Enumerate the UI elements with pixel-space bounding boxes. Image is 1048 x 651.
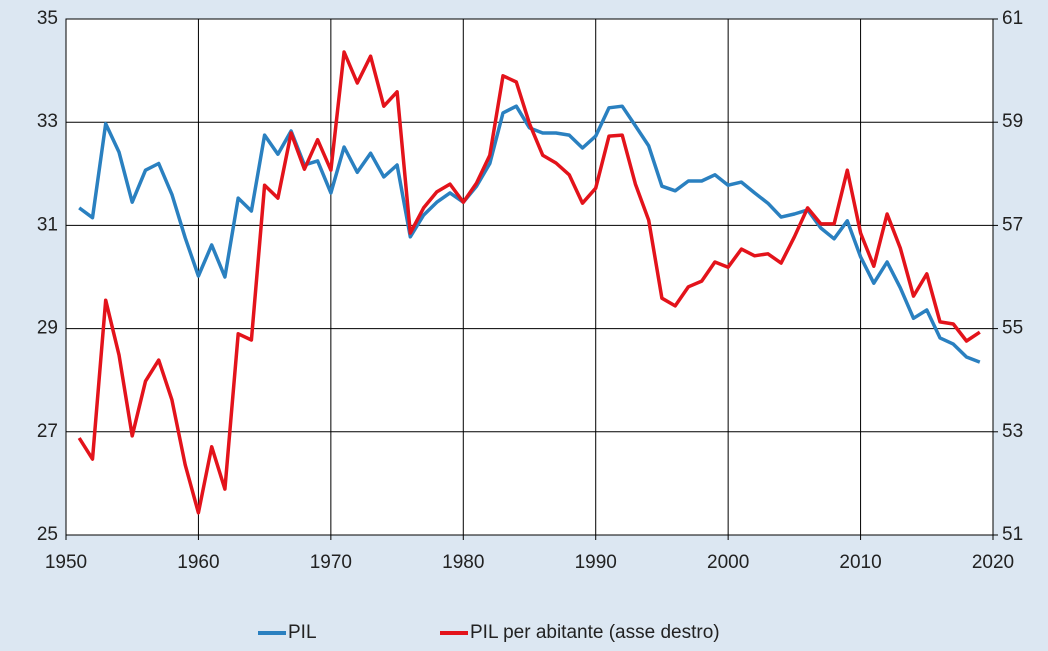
plot-area (65, 18, 994, 536)
y2-tick-label: 55 (1002, 318, 1023, 339)
x-tick-label: 1990 (575, 552, 617, 573)
y-tick-label: 33 (37, 111, 58, 132)
y-tick-label: 27 (37, 421, 58, 442)
line-series (77, 50, 981, 515)
x-tick-label: 2020 (972, 552, 1014, 573)
y2-tick-label: 53 (1002, 421, 1023, 442)
y-tick-label: 35 (37, 8, 58, 29)
y2-tick-label: 51 (1002, 524, 1023, 545)
legend-label: PIL (288, 622, 317, 643)
y2-tick-label: 57 (1002, 214, 1023, 235)
x-tick-label: 1970 (310, 552, 352, 573)
x-tick-label: 2000 (707, 552, 749, 573)
legend-label: PIL per abitante (asse destro) (470, 622, 720, 643)
y-tick-label: 25 (37, 524, 58, 545)
y2-tick-label: 59 (1002, 111, 1023, 132)
x-tick-label: 2010 (839, 552, 881, 573)
x-tick-label: 1960 (177, 552, 219, 573)
y-tick-label: 31 (37, 214, 58, 235)
x-tick-label: 1980 (442, 552, 484, 573)
y2-tick-label: 61 (1002, 8, 1023, 29)
x-tick-label: 1950 (45, 552, 87, 573)
y-tick-label: 29 (37, 318, 58, 339)
